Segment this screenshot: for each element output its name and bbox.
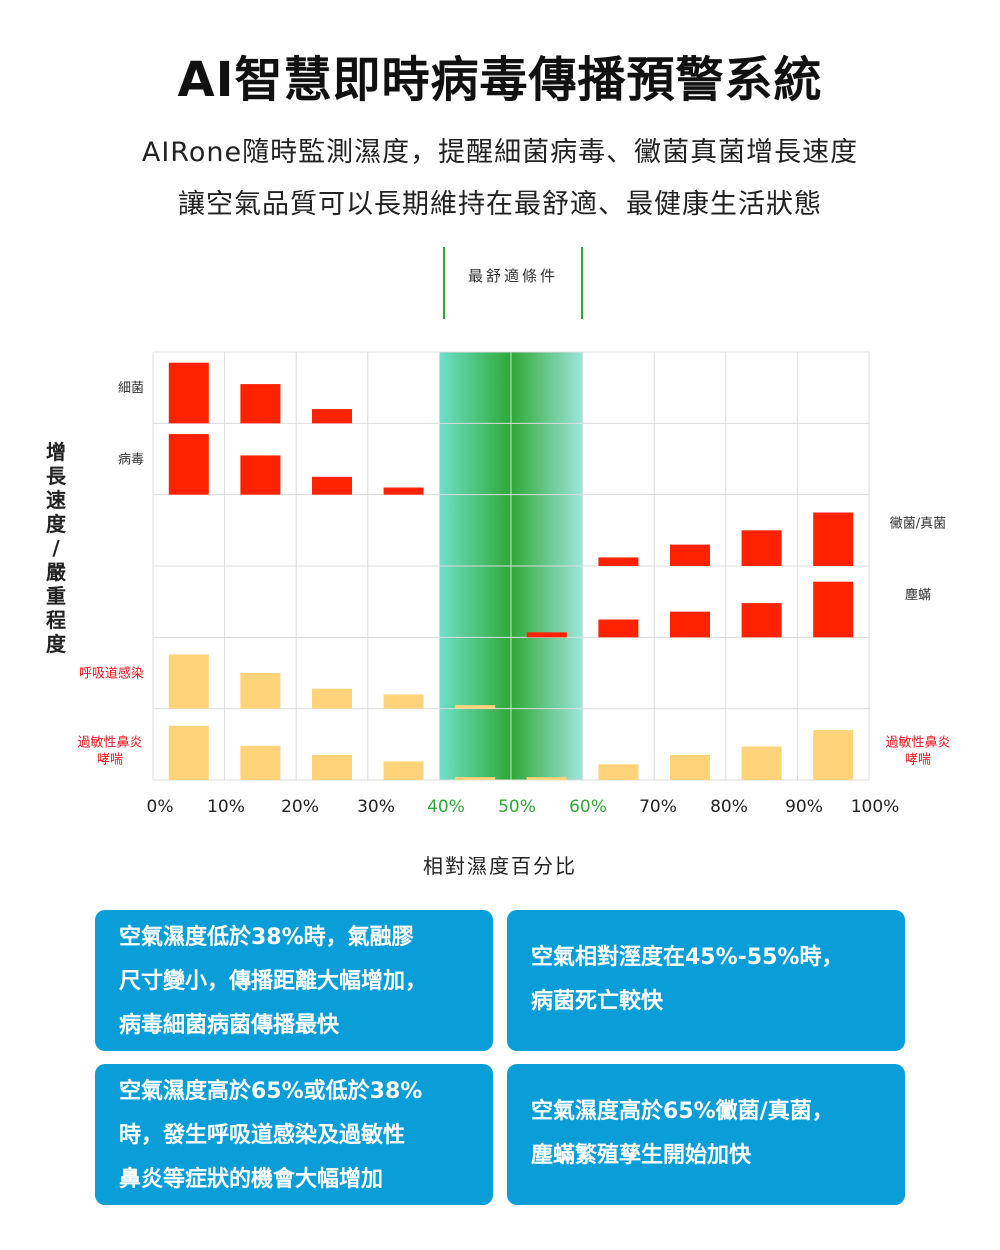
chart-bar — [670, 544, 710, 566]
chart-bar — [168, 654, 209, 709]
chart-bar — [526, 632, 567, 638]
x-tick-label: 50% — [498, 797, 536, 817]
chart-bar — [168, 725, 209, 780]
x-tick-label: 80% — [710, 797, 748, 817]
info-box-line: 空氣相對溼度在45%-55%時， — [531, 945, 844, 970]
chart-bar — [240, 455, 281, 495]
info-box-low-humidity: 空氣濕度低於38%時，氣融膠 尺寸變小，傳播距離大幅增加， 病毒細菌病菌傳播最快 — [95, 910, 493, 1051]
chart-bar — [598, 557, 639, 566]
subtitle-line-1: AIRone隨時監測濕度，提醒細菌病毒、黴菌真菌增長速度 — [141, 137, 859, 168]
x-tick-label: 100% — [851, 797, 900, 817]
row-label-right: 哮喘 — [905, 752, 931, 768]
info-box-mold-mites: 空氣濕度高於65%黴菌/真菌， 塵蟎繁殖孳生開始加快 — [507, 1064, 905, 1205]
chart-bar — [741, 603, 782, 638]
info-box-line: 病毒細菌病菌傳播最快 — [119, 1013, 340, 1038]
row-label-left: 呼吸道感染 — [79, 665, 144, 681]
x-tick-label: 70% — [639, 797, 677, 817]
chart-bar — [383, 487, 424, 495]
x-tick-label: 60% — [569, 797, 607, 817]
row-label-right: 過敏性鼻炎 — [885, 735, 950, 751]
x-tick-label: 0% — [147, 797, 174, 817]
x-tick-label: 90% — [785, 797, 823, 817]
y-axis-label: 增長速度 / 嚴重程度 — [46, 440, 66, 656]
chart-bar — [240, 673, 281, 709]
chart-bar — [240, 745, 281, 780]
x-tick-label: 10% — [207, 797, 245, 817]
chart-bar — [312, 476, 352, 495]
info-box-line: 鼻炎等症狀的機會大幅增加 — [119, 1167, 384, 1192]
page-title: AI智慧即時病毒傳播預警系統 — [177, 52, 823, 108]
chart-bar — [383, 694, 424, 709]
info-box-line: 塵蟎繁殖孳生開始加快 — [531, 1143, 752, 1168]
chart-bar — [670, 755, 710, 780]
chart-bar — [598, 619, 639, 638]
row-label-right: 塵蟎 — [905, 588, 931, 603]
info-box-comfort-humidity: 空氣相對溼度在45%-55%時， 病菌死亡較快 — [507, 910, 905, 1051]
info-box-line: 尺寸變小，傳播距離大幅增加， — [119, 969, 428, 994]
x-axis-label: 相對濕度百分比 — [423, 854, 577, 878]
info-box-line: 空氣濕度低於38%時，氣融膠 — [119, 925, 414, 950]
chart-bar — [598, 764, 639, 780]
row-label-left: 細菌 — [118, 381, 144, 396]
chart-bar — [455, 777, 496, 780]
comfort-bracket-right — [581, 247, 583, 319]
comfort-label-text: 最舒適條件 — [467, 267, 558, 285]
chart-bar — [526, 777, 567, 780]
row-label-left: 病毒 — [118, 452, 144, 467]
x-tick-label: 40% — [427, 797, 465, 817]
chart-bar — [312, 755, 352, 780]
chart-bar — [383, 761, 424, 780]
chart-bar — [813, 512, 854, 566]
subtitle-line-2: 讓空氣品質可以長期維持在最舒適、最健康生活狀態 — [178, 189, 822, 220]
chart-bar — [741, 530, 782, 566]
info-box-respiratory-risk: 空氣濕度高於65%或低於38% 時，發生呼吸道感染及過敏性 鼻炎等症狀的機會大幅… — [95, 1064, 493, 1205]
chart-bar — [670, 611, 710, 638]
info-box-line: 空氣濕度高於65%黴菌/真菌， — [531, 1099, 834, 1124]
row-label-right: 黴菌/真菌 — [890, 517, 946, 532]
chart-bar — [741, 746, 782, 780]
x-tick-label: 20% — [281, 797, 319, 817]
comfort-bracket-left — [443, 247, 445, 319]
info-box-line: 病菌死亡較快 — [531, 989, 664, 1014]
info-box-line: 空氣濕度高於65%或低於38% — [119, 1079, 423, 1104]
chart-bar — [240, 384, 281, 424]
row-label-left: 過敏性鼻炎 — [77, 735, 142, 751]
chart-bar — [312, 409, 352, 424]
chart-bar — [813, 730, 854, 780]
chart-bar — [168, 434, 209, 495]
comfort-zone-label: 最舒適條件 — [443, 247, 583, 319]
chart-bar — [168, 362, 209, 424]
row-label-left: 哮喘 — [97, 752, 123, 768]
chart-bar — [312, 688, 352, 709]
x-tick-label: 30% — [357, 797, 395, 817]
chart-bar — [813, 581, 854, 638]
info-box-line: 時，發生呼吸道感染及過敏性 — [119, 1123, 406, 1148]
chart-bar — [455, 705, 496, 709]
